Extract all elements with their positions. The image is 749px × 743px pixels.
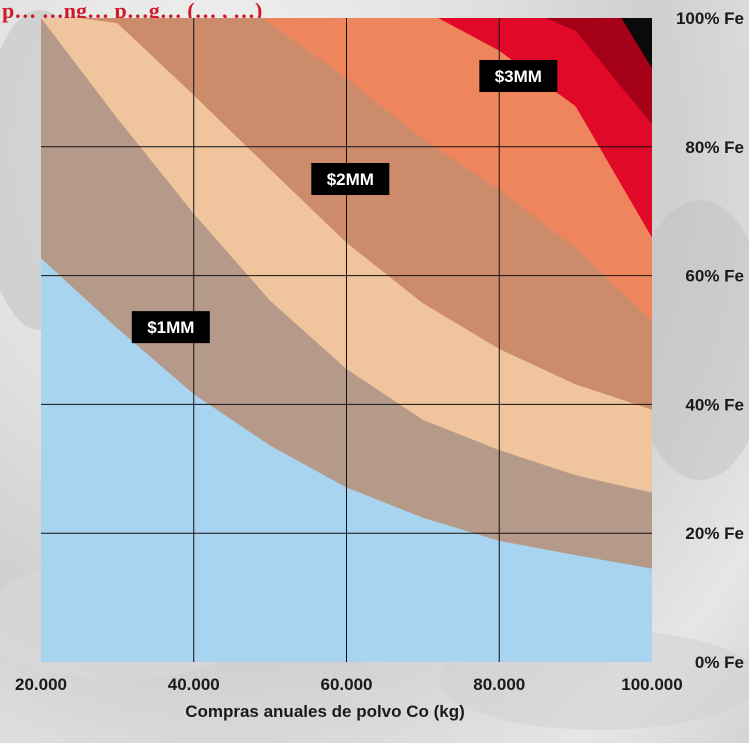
zone-label-text: $2MM: [327, 170, 374, 189]
x-tick-label: 40.000: [168, 675, 220, 694]
y-tick-label: 0% Fe: [695, 653, 744, 672]
y-tick-label: 60% Fe: [685, 267, 744, 286]
x-tick-labels: 20.000 40.000 60.000 80.000 100.000: [15, 675, 683, 694]
zone-label-box: [479, 59, 558, 92]
zone-label-box: [311, 163, 390, 195]
zone-label-box: [131, 311, 210, 344]
x-tick-label: 60.000: [321, 675, 373, 694]
zone-area-level-7: [621, 18, 652, 69]
zone-label: $3MM: [479, 59, 558, 92]
zone-area-level-6: [545, 18, 652, 125]
x-tick-label: 20.000: [15, 675, 67, 694]
zone-label-text: $1MM: [147, 318, 194, 337]
chart-title: p… …ng… p…g… (… , …): [2, 0, 262, 23]
y-tick-label: 40% Fe: [685, 395, 744, 414]
zone-label-text: $3MM: [495, 67, 542, 86]
grid-lines: [41, 18, 652, 662]
zone-label: $1MM: [131, 311, 210, 344]
y-tick-label: 100% Fe: [676, 9, 744, 28]
y-tick-label: 20% Fe: [685, 524, 744, 543]
zone-area-level-5: [438, 18, 652, 238]
y-tick-label: 80% Fe: [685, 138, 744, 157]
x-tick-label: 100.000: [621, 675, 682, 694]
y-tick-labels: 0% Fe 20% Fe 40% Fe 60% Fe 80% Fe 100% Fe: [676, 9, 744, 672]
zone-label: $2MM: [311, 163, 390, 195]
zone-labels: $1MM $2MM $3MM: [131, 59, 558, 344]
x-tick-label: 80.000: [473, 675, 525, 694]
x-axis-title: Compras anuales de polvo Co (kg): [185, 702, 465, 721]
zone-area-level-4: [262, 18, 652, 322]
